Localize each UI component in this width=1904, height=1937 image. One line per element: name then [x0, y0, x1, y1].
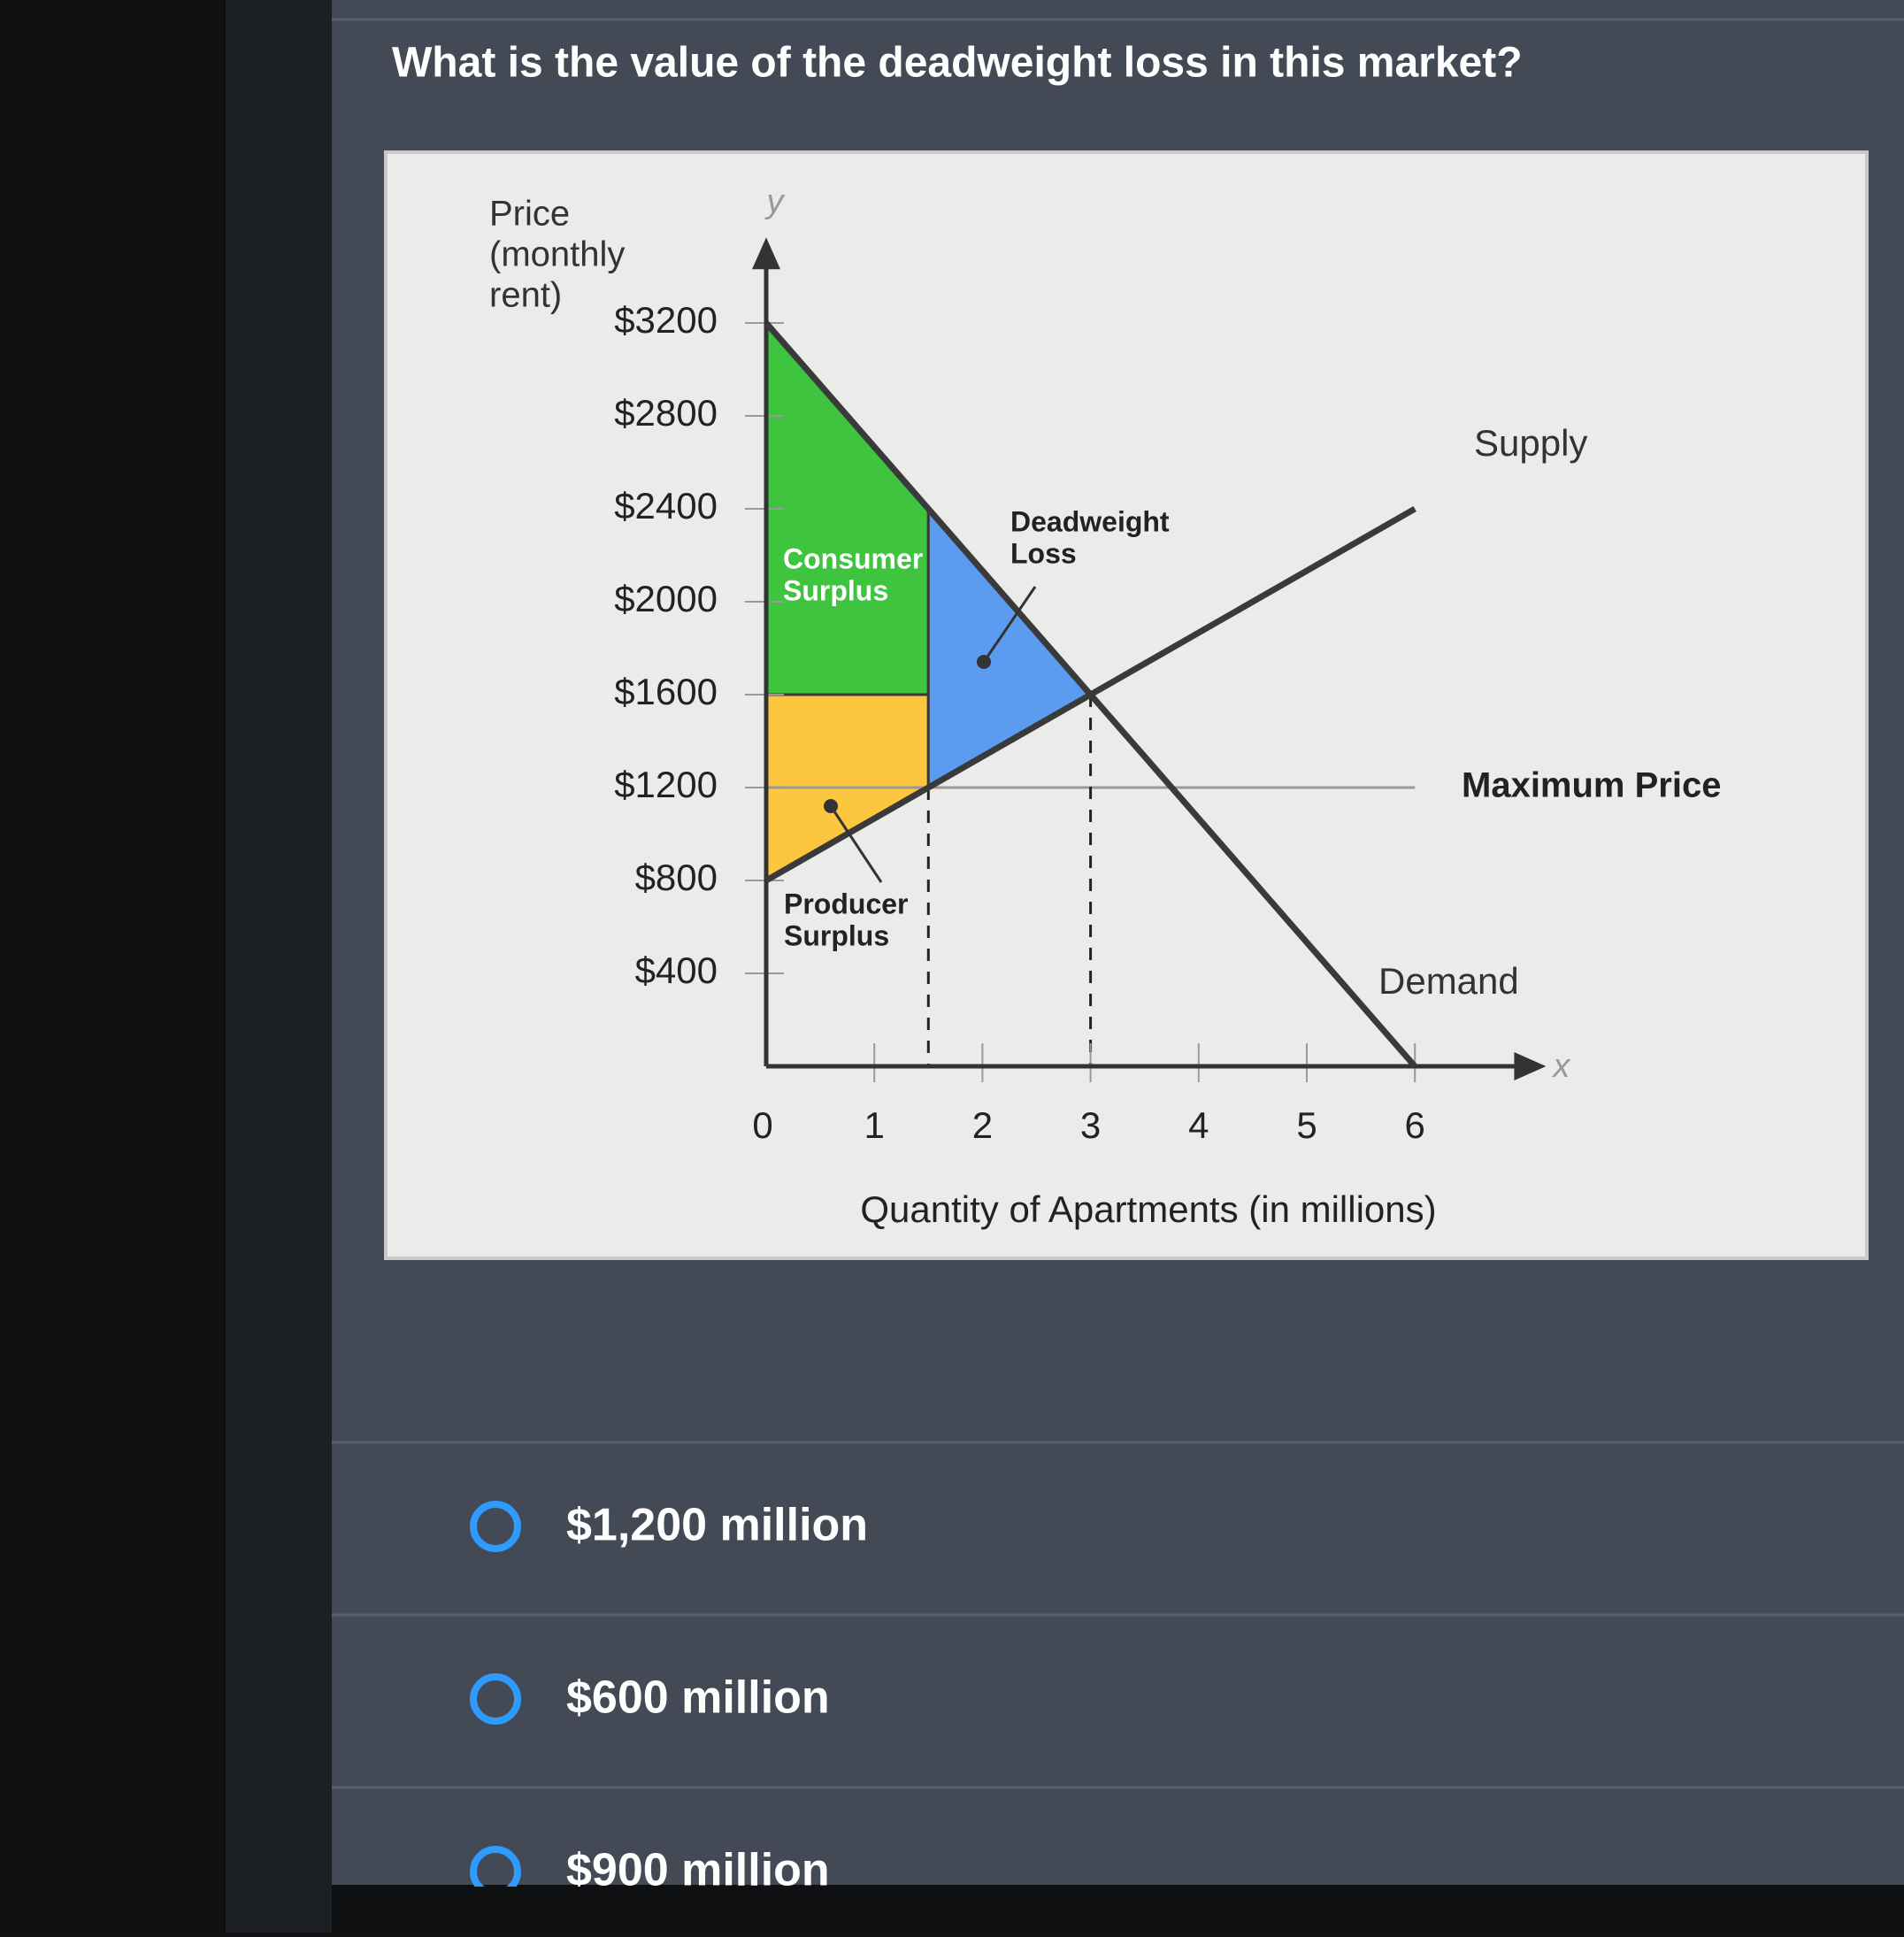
x-tick-label: 5: [1296, 1104, 1317, 1146]
y-tick-label: $1600: [614, 671, 718, 712]
y-axis-symbol: y: [764, 183, 786, 220]
option-radio[interactable]: [470, 1673, 521, 1725]
y-axis-title: rent): [489, 276, 562, 315]
x-tick-label: 6: [1405, 1104, 1425, 1146]
y-tick-label: $400: [635, 949, 718, 991]
y-axis-arrow: [752, 237, 780, 270]
x-tick-label: 3: [1080, 1104, 1101, 1146]
area-label: Consumer: [783, 542, 923, 574]
x-axis-symbol: x: [1551, 1048, 1571, 1085]
x-tick-label: 4: [1188, 1104, 1209, 1146]
option-text[interactable]: $1,200 million: [566, 1500, 868, 1551]
y-tick-label: $3200: [614, 299, 718, 341]
curve-label: Supply: [1474, 422, 1587, 464]
x-axis-arrow: [1514, 1052, 1547, 1080]
options: $1,200 million$600 million$900 million: [332, 1441, 1904, 1897]
pointer-line: [982, 586, 1037, 663]
y-tick-label: $2400: [614, 485, 718, 527]
y-axis-title: (monthly: [489, 235, 625, 274]
y-tick-label: $2000: [614, 578, 718, 619]
side-panel: [226, 0, 332, 1933]
chart-box: [384, 150, 1869, 1260]
bottom-edge: [332, 1887, 1904, 1933]
y-axis-title: Price: [489, 195, 570, 234]
pointer-dot: [824, 799, 838, 813]
y-tick-label: $800: [635, 857, 718, 898]
y-tick-label: $1200: [614, 764, 718, 805]
curve: [764, 505, 1416, 884]
question: What is the value of the deadweight loss…: [392, 40, 1523, 87]
pointer-line: [829, 805, 883, 883]
max-price-label: Maximum Price: [1462, 766, 1721, 805]
chart: Maximum Price $400 $800 $1200 $1600 $2000 $240…: [489, 183, 1721, 1230]
pointer-dot: [977, 655, 991, 669]
option-radio[interactable]: [470, 1501, 521, 1552]
area-label: Surplus: [783, 574, 888, 606]
area-label: Deadweight: [1010, 505, 1170, 537]
x-tick-label: 0: [752, 1104, 772, 1146]
x-tick-label: 1: [864, 1104, 885, 1146]
y-tick-label: $2800: [614, 392, 718, 434]
area-label: Surplus: [784, 919, 889, 951]
area-label: Loss: [1010, 537, 1077, 569]
area-label: Producer: [784, 888, 908, 919]
x-axis-title: Quantity of Apartments (in millions): [860, 1188, 1436, 1230]
x-tick-label: 2: [972, 1104, 993, 1146]
option-text[interactable]: $600 million: [566, 1672, 830, 1724]
curve-label: Demand: [1378, 960, 1519, 1002]
curve: [764, 320, 1417, 1069]
